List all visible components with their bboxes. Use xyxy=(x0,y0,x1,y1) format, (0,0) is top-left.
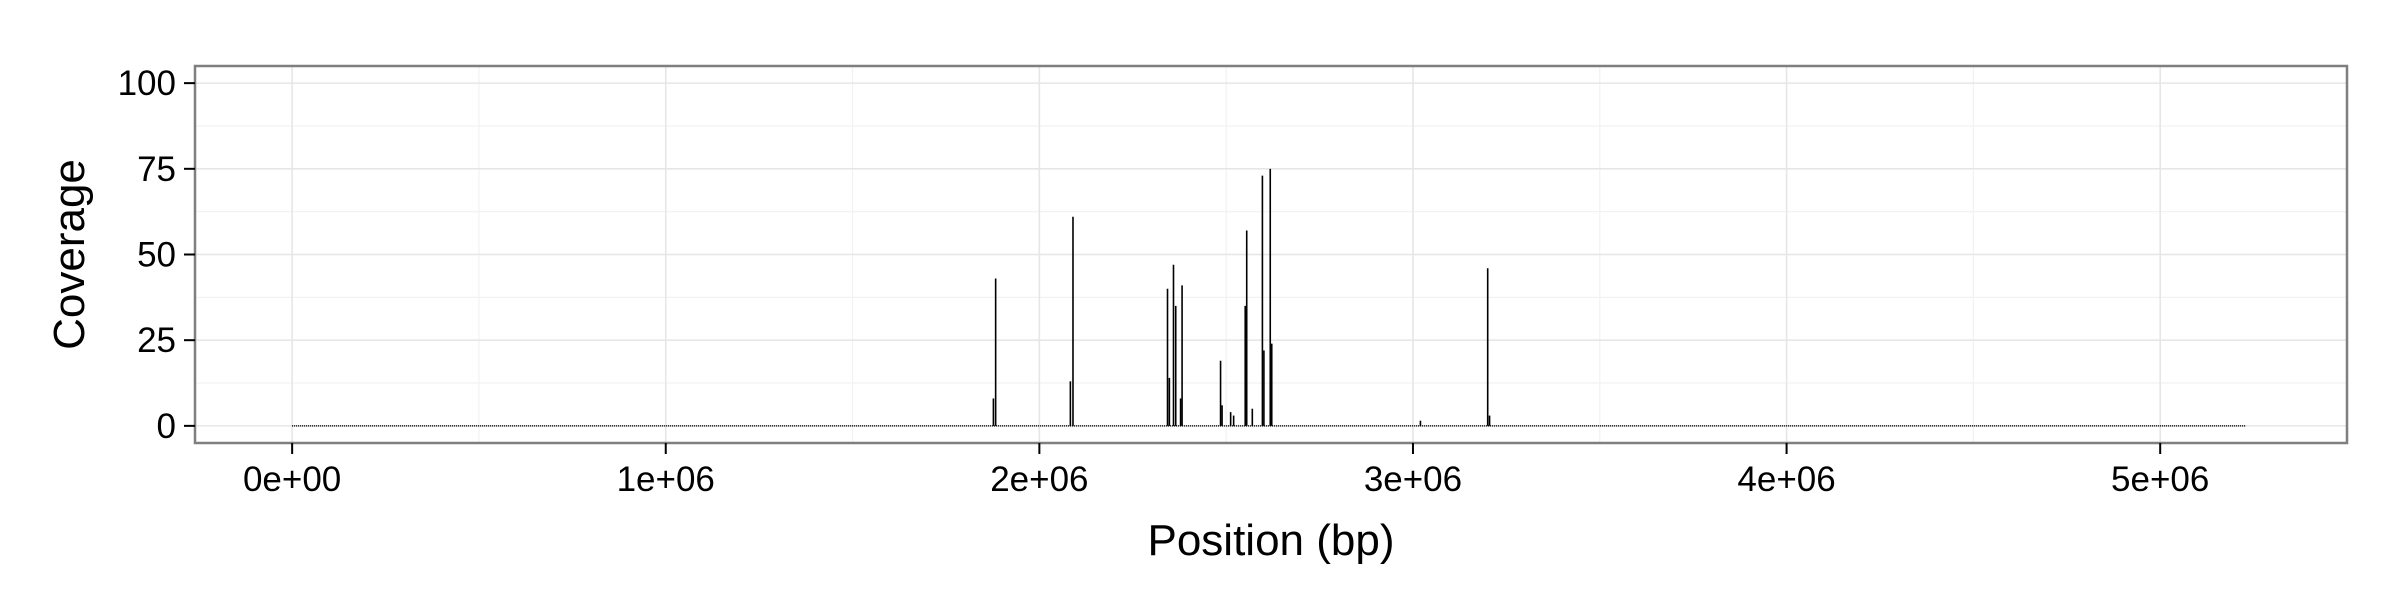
y-axis: 0 25 50 75 100 xyxy=(118,64,195,446)
y-tick-label: 0 xyxy=(157,407,176,446)
coverage-bars xyxy=(292,168,2247,427)
x-tick-label: 2e+06 xyxy=(990,460,1088,499)
y-tick-label: 50 xyxy=(137,236,176,275)
y-axis-title: Coverage xyxy=(45,159,94,350)
plot-panel xyxy=(193,64,2349,445)
x-tick-label: 1e+06 xyxy=(617,460,715,499)
x-axis: 0e+00 1e+06 2e+06 3e+06 4e+06 5e+06 xyxy=(243,443,2209,499)
x-tick-label: 3e+06 xyxy=(1364,460,1462,499)
x-tick-label: 5e+06 xyxy=(2111,460,2209,499)
y-tick-label: 100 xyxy=(118,64,176,103)
x-axis-title: Position (bp) xyxy=(1147,516,1394,565)
x-tick-label: 4e+06 xyxy=(1737,460,1835,499)
x-tick-label: 0e+00 xyxy=(243,460,341,499)
y-tick-label: 25 xyxy=(137,321,176,360)
y-tick-label: 75 xyxy=(137,150,176,189)
